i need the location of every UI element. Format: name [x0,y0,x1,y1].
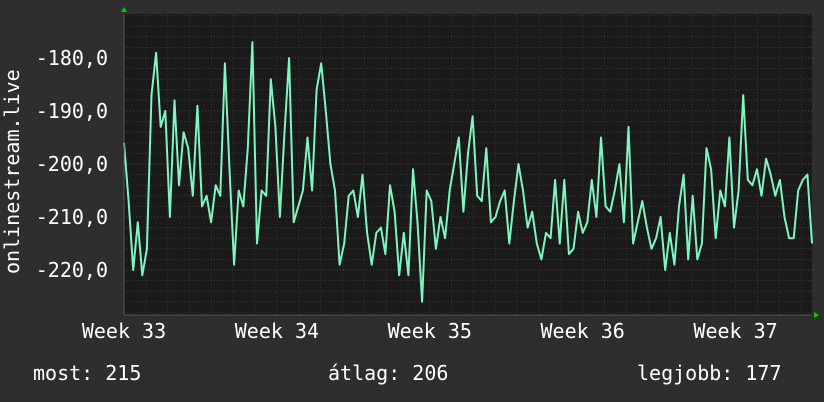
x-axis-arrow-icon [814,312,819,318]
x-tick-label: Week 34 [235,319,319,343]
y-tick-label: -220,0 [36,258,108,282]
y-tick-label: -200,0 [36,152,108,176]
x-tick-label: Week 37 [693,319,777,343]
footer-average: átlag: 206 [328,361,449,385]
axes [121,7,819,318]
y-tick-label: -190,0 [36,99,108,123]
x-axis-ticks: Week 33 Week 34 Week 35 Week 36 Week 37 [82,319,778,343]
x-tick-label: Week 33 [82,319,166,343]
y-tick-label: -210,0 [36,205,108,229]
x-tick-label: Week 36 [541,319,625,343]
footer-best: legjobb: 177 [637,361,782,385]
series-line [123,41,813,303]
footer-current: most: 215 [33,361,142,385]
x-tick-label: Week 35 [388,319,472,343]
y-axis-arrow-icon [121,7,127,12]
y-tick-label: -180,0 [36,46,108,70]
y-axis-label: onlinestream.live [0,69,24,274]
y-axis-ticks: -180,0 -190,0 -200,0 -210,0 -220,0 [36,46,108,282]
